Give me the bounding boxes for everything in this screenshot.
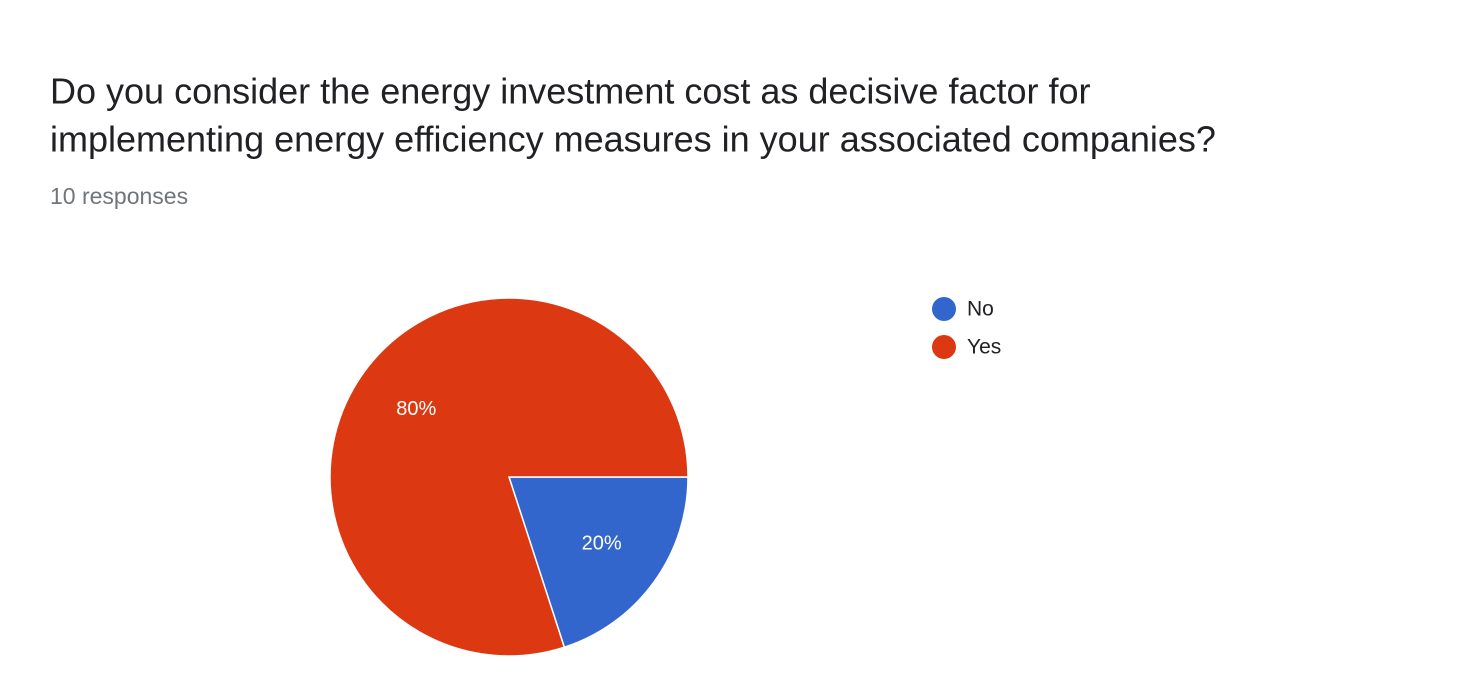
pie-slice	[329, 297, 689, 657]
chart-subtitle: 10 responses	[50, 183, 188, 209]
legend-swatch	[932, 335, 956, 359]
chart-title-line: implementing energy efficiency measures …	[50, 119, 1216, 160]
legend-swatch	[932, 297, 956, 321]
slice-label: 20%	[582, 533, 622, 555]
slice-label: 80%	[396, 398, 436, 420]
chart-title-line: Do you consider the energy investment co…	[50, 71, 1091, 112]
pie-slice	[507, 476, 689, 649]
legend-label: No	[967, 298, 994, 321]
legend-label: Yes	[967, 336, 1001, 359]
